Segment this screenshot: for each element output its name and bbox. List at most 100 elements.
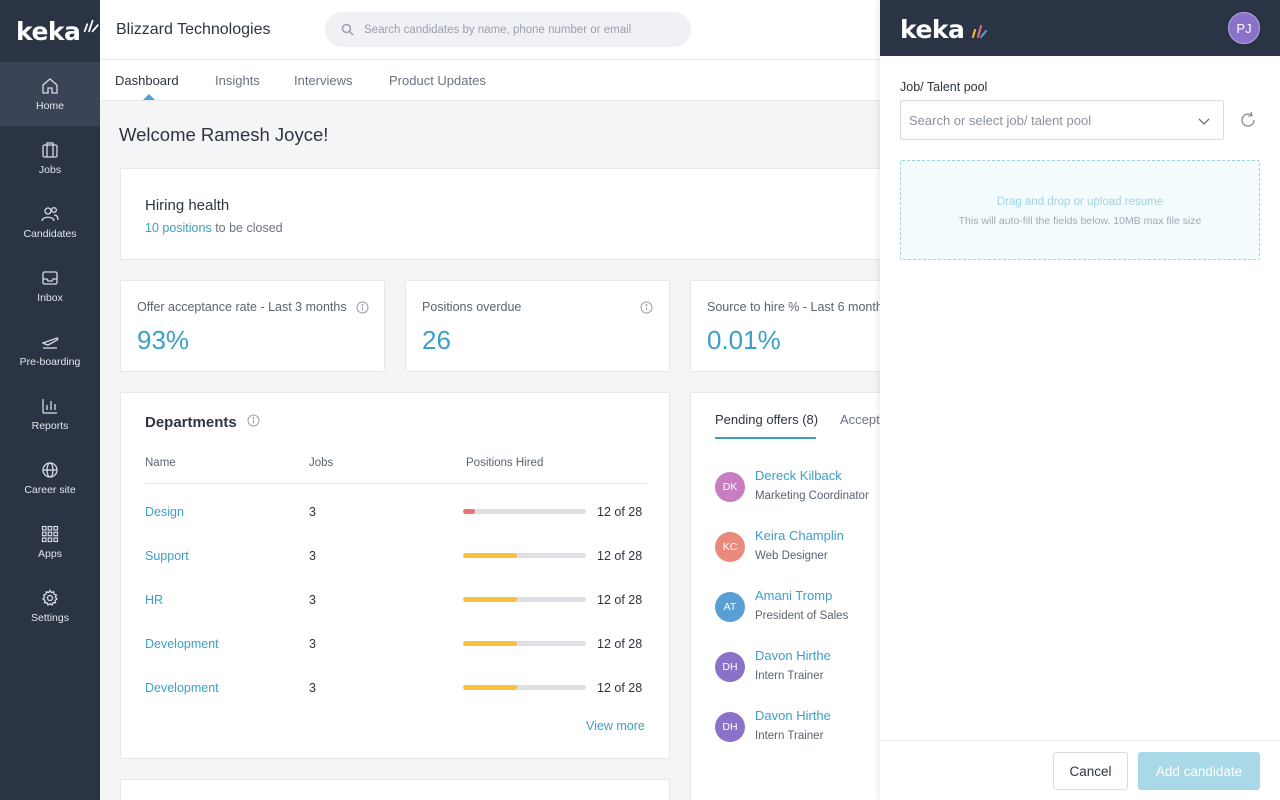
department-name[interactable]: HR <box>145 593 164 607</box>
department-name[interactable]: Support <box>145 549 189 563</box>
candidate-role: Intern Trainer <box>755 730 824 742</box>
positions-progress-bar <box>463 685 586 690</box>
resume-dropzone[interactable]: Drag and drop or upload resume This will… <box>900 160 1260 260</box>
sidebar: keka Home Jobs Candidates Inbox Pre-boar… <box>0 0 100 800</box>
stat-label: Source to hire % - Last 6 months <box>707 300 890 314</box>
panel-footer: Cancel Add candidate <box>880 740 1280 800</box>
job-talent-pool-select[interactable]: Search or select job/ talent pool <box>900 100 1224 140</box>
user-avatar[interactable]: PJ <box>1228 12 1260 44</box>
active-tab-underline <box>715 437 816 439</box>
add-candidate-panel: keka PJ Job/ Talent pool Search or selec… <box>880 0 1280 800</box>
avatar: KC <box>715 532 745 562</box>
hiring-health-card: Hiring health 10 positions to be closed <box>120 168 920 260</box>
info-icon[interactable] <box>356 301 369 314</box>
tab-insights[interactable]: Insights <box>215 73 260 88</box>
candidate-name[interactable]: Davon Hirthe <box>755 708 831 723</box>
avatar: DH <box>715 712 745 742</box>
table-row: Design 3 12 of 28 <box>121 499 670 543</box>
positions-progress-bar <box>463 553 586 558</box>
positions-count: 12 of 28 <box>597 593 643 607</box>
keka-logo[interactable]: keka <box>0 0 100 62</box>
next-card <box>120 779 670 800</box>
column-header-jobs: Jobs <box>309 457 334 469</box>
department-jobs: 3 <box>309 637 316 651</box>
sidebar-item-label: Apps <box>38 547 62 560</box>
logo-sparkle-icon <box>971 25 987 38</box>
search-bar[interactable] <box>325 12 691 47</box>
sidebar-item-reports[interactable]: Reports <box>0 382 100 446</box>
sidebar-item-label: Career site <box>24 483 76 496</box>
stat-card-positions-overdue: Positions overdue 26 <box>405 280 670 372</box>
cancel-button[interactable]: Cancel <box>1053 752 1128 790</box>
home-icon <box>42 77 58 94</box>
top-header: Blizzard Technologies <box>100 0 880 60</box>
candidate-name[interactable]: Davon Hirthe <box>755 648 831 663</box>
inbox-icon <box>42 270 58 285</box>
column-header-positions-hired: Positions Hired <box>466 457 544 469</box>
chevron-down-icon <box>1198 118 1210 125</box>
stat-card-offer-acceptance: Offer acceptance rate - Last 3 months 93… <box>120 280 385 372</box>
sidebar-item-label: Pre-boarding <box>19 355 81 368</box>
positions-count: 12 of 28 <box>597 637 643 651</box>
progress-fill <box>463 553 518 558</box>
tab-interviews[interactable]: Interviews <box>294 73 353 88</box>
gear-icon <box>42 588 58 606</box>
sidebar-item-label: Jobs <box>38 163 62 176</box>
search-input[interactable] <box>364 23 664 36</box>
stat-value: 26 <box>422 325 451 355</box>
sidebar-item-label: Candidates <box>23 227 77 240</box>
avatar: AT <box>715 592 745 622</box>
list-item[interactable]: DH Davon Hirthe Intern Trainer <box>715 708 885 752</box>
list-item[interactable]: AT Amani Tromp President of Sales <box>715 588 885 632</box>
sidebar-item-home[interactable]: Home <box>0 62 100 126</box>
view-more-link[interactable]: View more <box>586 719 645 733</box>
candidate-role: Intern Trainer <box>755 670 824 682</box>
department-name[interactable]: Development <box>145 681 219 695</box>
stat-value: 93% <box>137 325 190 355</box>
candidate-role: Web Designer <box>755 550 828 562</box>
logo-text: keka <box>900 15 965 44</box>
company-name: Blizzard Technologies <box>116 21 271 38</box>
positions-progress-bar <box>463 509 586 514</box>
sidebar-item-jobs[interactable]: Jobs <box>0 126 100 190</box>
active-tab-indicator <box>143 94 155 100</box>
department-name[interactable]: Design <box>145 505 184 519</box>
tab-product-updates[interactable]: Product Updates <box>389 73 486 88</box>
tab-pending-offers[interactable]: Pending offers (8) <box>715 412 819 427</box>
candidate-name[interactable]: Dereck Kilback <box>755 468 842 483</box>
positions-link[interactable]: 10 positions <box>145 221 212 235</box>
info-icon[interactable] <box>247 414 260 427</box>
sidebar-item-label: Home <box>35 99 64 112</box>
table-row: Development 3 12 of 28 <box>121 675 670 719</box>
stat-label: Offer acceptance rate - Last 3 months <box>137 300 347 314</box>
tab-dashboard[interactable]: Dashboard <box>115 73 179 88</box>
info-icon[interactable] <box>640 301 653 314</box>
avatar: DK <box>715 472 745 502</box>
list-item[interactable]: KC Keira Champlin Web Designer <box>715 528 885 572</box>
progress-fill <box>463 509 476 514</box>
sidebar-item-pre-boarding[interactable]: Pre-boarding <box>0 318 100 382</box>
dropzone-text: Drag and drop or upload resume <box>996 196 1164 208</box>
job-talent-pool-label: Job/ Talent pool <box>900 80 988 94</box>
candidate-name[interactable]: Amani Tromp <box>755 588 833 603</box>
sidebar-item-career-site[interactable]: Career site <box>0 446 100 510</box>
sidebar-item-label: Settings <box>31 611 69 624</box>
sidebar-item-settings[interactable]: Settings <box>0 574 100 638</box>
department-jobs: 3 <box>309 505 316 519</box>
refresh-icon[interactable] <box>1238 110 1258 130</box>
users-icon <box>41 206 59 221</box>
dashboard-tabs: Dashboard Insights Interviews Product Up… <box>100 60 880 101</box>
sidebar-item-apps[interactable]: Apps <box>0 510 100 574</box>
list-item[interactable]: DH Davon Hirthe Intern Trainer <box>715 648 885 692</box>
stat-value: 0.01% <box>707 325 781 355</box>
sidebar-item-candidates[interactable]: Candidates <box>0 190 100 254</box>
briefcase-icon <box>42 141 58 158</box>
positions-count: 12 of 28 <box>597 549 643 563</box>
candidate-name[interactable]: Keira Champlin <box>755 528 844 543</box>
progress-fill <box>463 597 518 602</box>
department-name[interactable]: Development <box>145 637 219 651</box>
list-item[interactable]: DK Dereck Kilback Marketing Coordinator <box>715 468 885 512</box>
add-candidate-button[interactable]: Add candidate <box>1138 752 1260 790</box>
progress-fill <box>463 685 518 690</box>
sidebar-item-inbox[interactable]: Inbox <box>0 254 100 318</box>
